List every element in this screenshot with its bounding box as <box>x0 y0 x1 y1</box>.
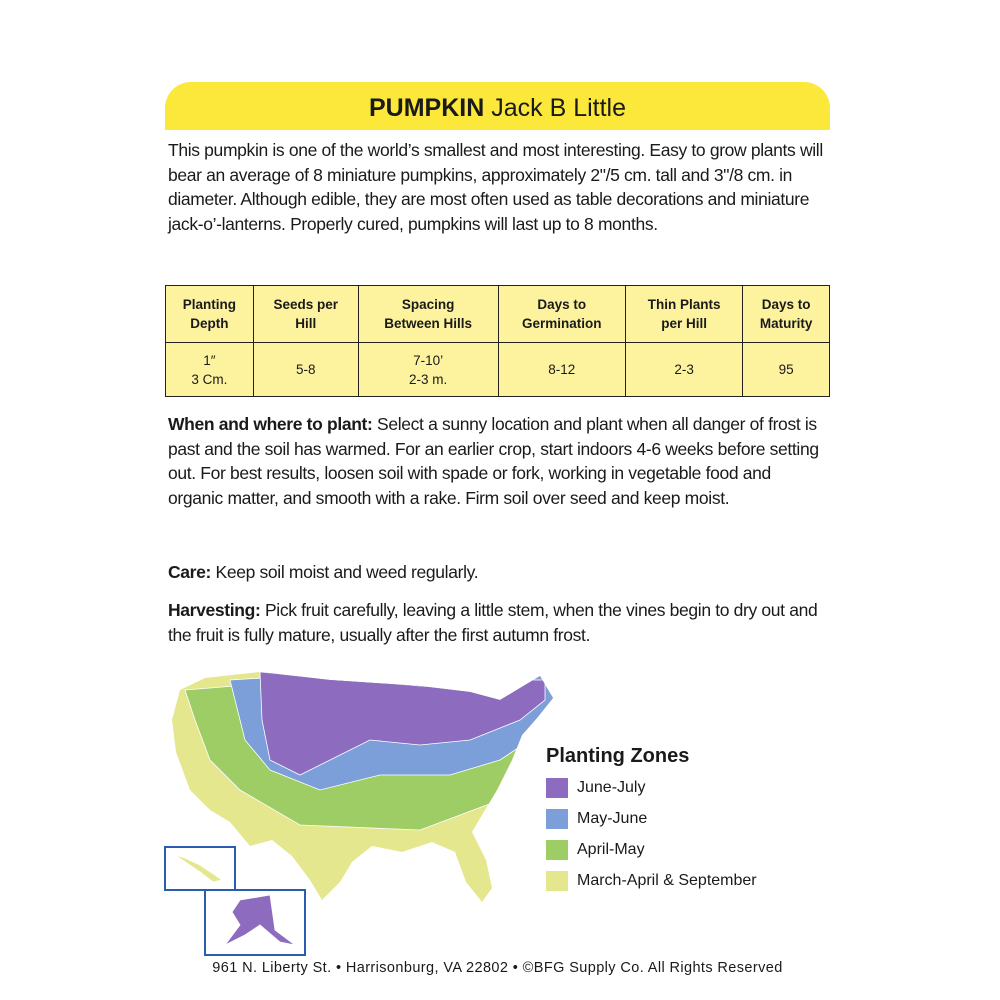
footer: 961 N. Liberty St. • Harrisonburg, VA 22… <box>212 960 783 976</box>
legend-item: May-June <box>546 808 647 830</box>
legend-item: June-July <box>546 777 645 799</box>
table-cell: 2-3 <box>624 342 744 397</box>
section: Harvesting: Pick fruit carefully, leavin… <box>168 598 830 647</box>
column-header: Thin Plants per Hill <box>624 285 744 343</box>
zone-area <box>259 672 546 776</box>
table-cell: 8-12 <box>497 342 627 397</box>
section-text: Pick fruit carefully, leaving a little s… <box>168 600 818 645</box>
section-label: Harvesting: <box>168 600 261 620</box>
legend-label: June-July <box>577 779 646 796</box>
zone-area <box>184 672 553 831</box>
column-header: Days to Germination <box>497 285 627 343</box>
hawaii <box>174 854 223 883</box>
column-header: Planting Depth <box>165 285 254 343</box>
header-row: Planting Depth Seeds per Hill Spacing Betw… <box>165 285 830 343</box>
table-cell: 7-10’ 2-3 m. <box>357 342 499 397</box>
title-rest: Jack B Little <box>491 94 627 122</box>
table-cell: 95 <box>742 342 830 397</box>
intro: This pumpkin is one of the world’s small… <box>168 140 823 234</box>
title-bold: PUMPKIN <box>368 94 485 122</box>
header: PUMPKIN Jack B Little <box>165 82 830 130</box>
table-cell: 5-8 <box>252 342 359 397</box>
planting-table: Planting Depth Seeds per Hill Spacing Betw… <box>165 285 830 397</box>
section-label: Care: <box>168 562 211 582</box>
table-row: 1″ 3 Cm. 5-8 7-10’ 2-3 m. 8-12 2-3 95 <box>165 342 830 397</box>
legend-swatch <box>546 870 568 891</box>
section-text: Select a sunny location and plant when a… <box>168 414 819 508</box>
legend-item: March-April & September <box>546 870 757 892</box>
section-label: When and where to plant: <box>168 414 373 434</box>
column-header: Spacing Between Hills <box>357 285 499 343</box>
alaska <box>224 894 296 946</box>
section: When and where to plant: Select a sunny … <box>168 412 830 510</box>
column-header: Days to Maturity <box>742 285 830 343</box>
zone-area <box>229 672 553 791</box>
hawaii-box <box>164 846 236 891</box>
table-cell: 1″ 3 Cm. <box>165 342 254 397</box>
legend-title: Planting Zones <box>546 745 690 767</box>
section: Care: Keep soil moist and weed regularly… <box>168 560 830 585</box>
legend-label: March-April & September <box>577 872 757 889</box>
section-text: Keep soil moist and weed regularly. <box>215 562 479 582</box>
legend-swatch <box>546 777 568 798</box>
legend-swatch <box>546 808 568 829</box>
zone-area <box>172 672 553 902</box>
legend-item: April-May <box>546 839 645 861</box>
legend-label: May-June <box>577 810 648 827</box>
legend-label: April-May <box>577 841 645 858</box>
column-header: Seeds per Hill <box>252 285 359 343</box>
legend-swatch <box>546 839 568 860</box>
alaska-box <box>204 889 306 956</box>
